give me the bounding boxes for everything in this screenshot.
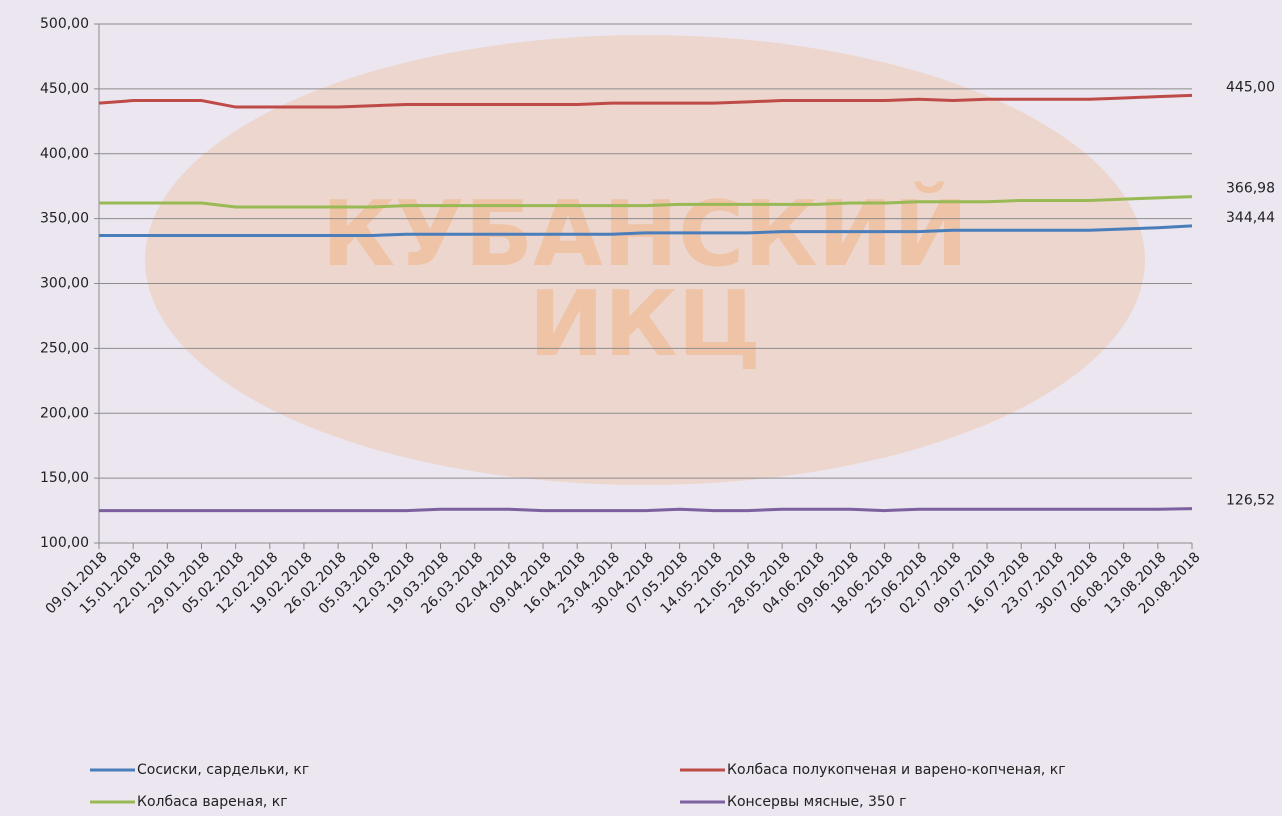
y-tick-label: 100,00 (40, 535, 89, 551)
series-line (99, 224, 1193, 237)
y-tick-label: 200,00 (40, 405, 89, 421)
y-tick-label: 400,00 (40, 146, 89, 162)
watermark: ИКЦ (529, 272, 761, 377)
series-line (98, 93, 1193, 109)
data-label: 344,44 (1226, 210, 1275, 226)
y-tick-label: 450,00 (40, 81, 89, 97)
legend-label: Колбаса вареная, кг (137, 794, 288, 810)
data-label: 366,98 (1226, 181, 1275, 197)
y-tick-label: 250,00 (40, 340, 89, 356)
y-tick-label: 350,00 (40, 211, 89, 227)
watermark-logo (145, 35, 1145, 485)
y-tick-label: 150,00 (40, 470, 89, 486)
legend-label: Сосиски, сардельки, кг (137, 762, 309, 778)
legend-label: Колбаса полукопченая и варено-копченая, … (727, 762, 1066, 778)
series-line (99, 195, 1193, 209)
legend-label: Консервы мясные, 350 г (727, 794, 907, 810)
y-tick-label: 500,00 (40, 16, 89, 32)
data-label: 445,00 (1226, 79, 1275, 95)
y-tick-label: 300,00 (40, 276, 89, 292)
data-label: 126,52 (1226, 493, 1275, 509)
series-line (99, 507, 1193, 513)
